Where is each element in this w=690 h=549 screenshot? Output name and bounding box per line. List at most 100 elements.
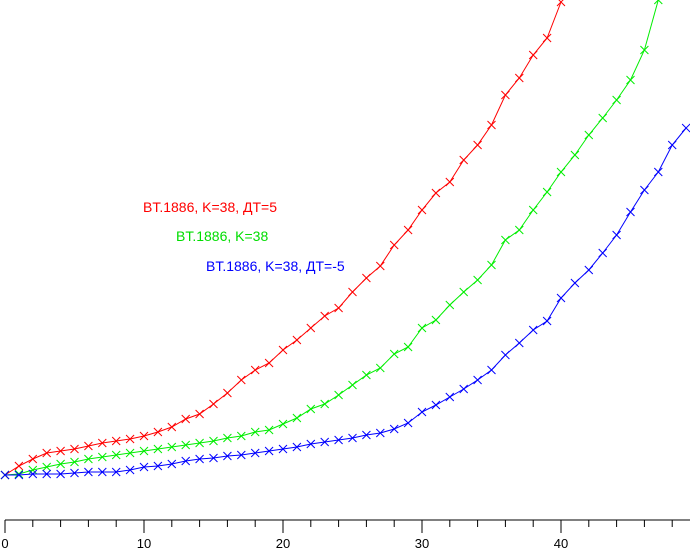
data-point-marker [375,428,385,438]
data-point-marker [514,73,524,83]
data-point-marker [431,400,441,410]
data-point-marker [70,468,79,478]
data-point-marker [0,470,10,480]
x-tick-label: 40 [554,536,568,549]
data-point-marker [403,342,413,352]
data-point-marker [362,430,371,440]
data-point-marker [417,205,427,215]
data-point-marker [375,363,385,373]
data-point-marker [403,418,413,428]
data-point-marker [111,450,121,460]
data-point-marker [473,275,482,285]
data-point-marker [528,50,538,60]
data-point-marker [320,437,330,447]
x-tick-label: 20 [276,536,290,549]
data-point-marker [181,456,191,466]
data-point-marker [556,293,566,303]
legend-label-green: BT.1886, K=38 [176,228,269,244]
x-axis: 0 10 20 30 40 [1,519,690,549]
data-point-marker [250,448,260,458]
data-point-marker [542,187,552,197]
data-point-marker [223,388,232,398]
data-point-marker [28,454,38,464]
data-point-marker [320,311,330,321]
data-point-marker [223,433,232,443]
data-point-marker [667,140,677,150]
data-point-marker [626,207,635,217]
data-point-marker [97,438,107,448]
data-point-marker [139,446,149,456]
data-point-marker [139,431,149,441]
data-point-marker [250,427,260,437]
data-point-marker [209,399,218,409]
data-point-marker [125,448,135,458]
data-point-marker [42,448,52,458]
data-point-marker [181,414,191,424]
data-point-marker [167,459,177,469]
data-point-marker [56,469,65,479]
data-point-marker [209,436,218,446]
data-point-marker [167,422,177,432]
data-point-marker [14,461,24,471]
legend-label-blue: BT.1886, K=38, ДТ=-5 [206,258,345,274]
data-point-marker [153,444,163,454]
data-point-marker [125,465,135,475]
data-point-marker [28,469,38,479]
x-tick-label: 0 [1,536,8,549]
data-point-marker [139,462,149,472]
data-point-marker [209,453,218,463]
data-point-marker [42,469,52,479]
data-point-marker [278,444,288,454]
data-point-marker [445,392,455,402]
data-point-marker [97,452,107,462]
data-point-marker [459,155,469,165]
data-point-marker [375,261,385,271]
data-point-marker [111,467,121,477]
data-point-marker [278,345,288,355]
data-point-marker [528,325,538,335]
data-point-marker [459,384,469,394]
data-point-marker [264,425,274,435]
data-point-marker [362,273,371,283]
data-point-marker [556,0,566,7]
data-point-marker [306,404,316,414]
data-point-marker [487,120,496,130]
data-point-marker [542,316,552,326]
data-point-marker [56,459,65,469]
data-point-marker [431,315,441,325]
data-point-marker [348,287,357,297]
legend-label-red: BT.1886, K=38, ДТ=5 [143,199,278,215]
data-point-marker [653,0,663,5]
data-point-marker [653,167,663,177]
data-point-marker [292,335,302,345]
series-layer [0,0,690,480]
data-point-marker [403,225,413,235]
data-point-marker [111,436,121,446]
data-point-marker [14,469,24,479]
data-point-marker [348,380,357,390]
data-point-marker [236,431,246,441]
series-line [4,1,562,476]
series-2 [0,123,690,480]
data-point-marker [264,358,274,368]
data-point-marker [584,130,594,140]
data-point-marker [626,75,635,85]
data-point-marker [320,399,330,409]
data-point-marker [306,439,316,449]
data-point-marker [417,407,427,417]
data-point-marker [514,338,524,348]
data-point-marker [153,427,163,437]
data-point-marker [612,95,621,105]
data-point-marker [598,113,608,123]
data-point-marker [487,260,496,270]
data-point-marker [264,446,274,456]
data-point-marker [70,444,79,454]
data-point-marker [431,188,441,198]
data-point-marker [417,323,427,333]
series-0 [0,0,566,480]
data-point-marker [612,230,621,240]
data-point-marker [70,457,79,467]
data-point-marker [473,140,482,150]
data-point-marker [84,467,93,477]
